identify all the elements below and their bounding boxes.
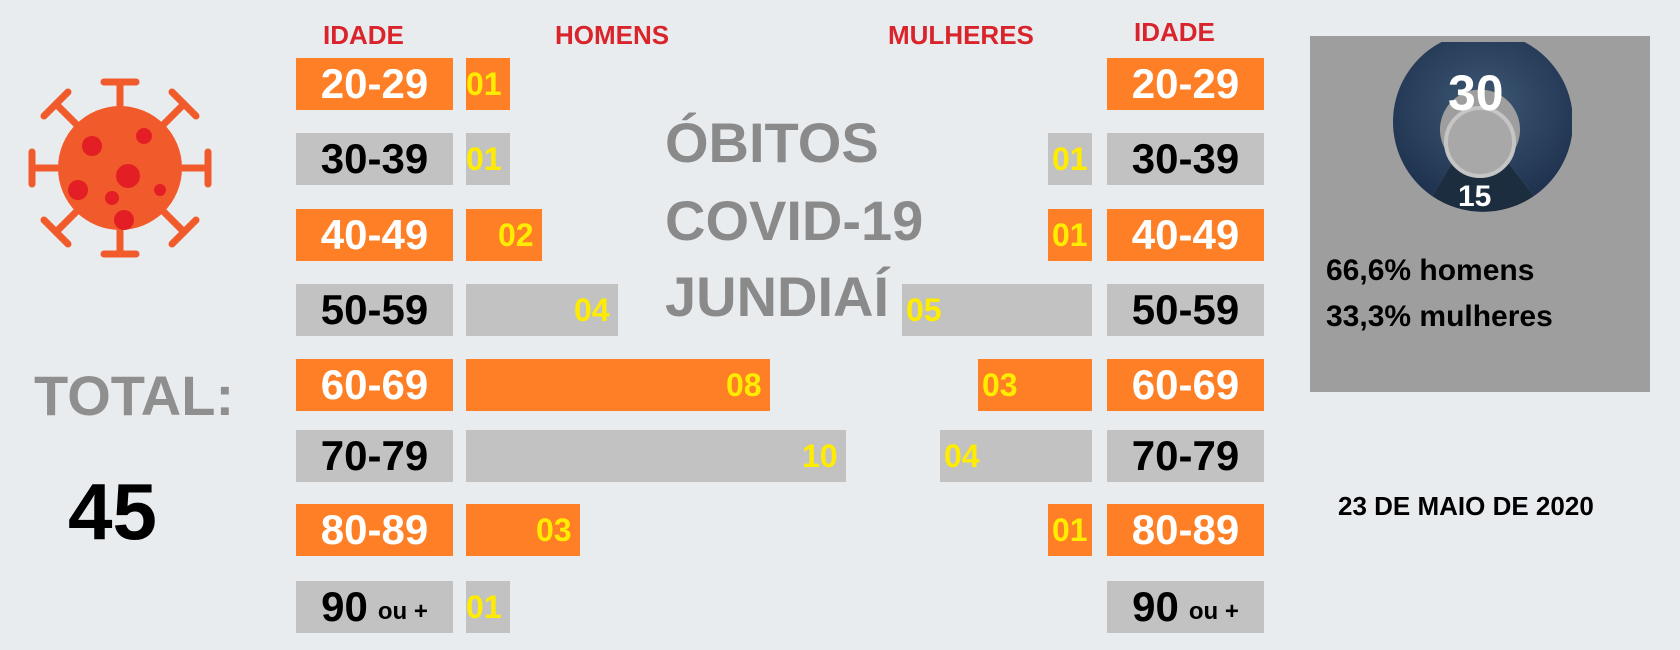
donut-men-segment bbox=[1393, 42, 1572, 196]
age-label-right-0: 20-29 bbox=[1107, 58, 1264, 110]
age-range-text: 50-59 bbox=[320, 286, 429, 333]
age-label-left-1: 30-39 bbox=[296, 133, 453, 185]
age-range-text: 20-29 bbox=[320, 60, 429, 107]
pct-men: 66,6% homens bbox=[1326, 254, 1535, 287]
age-label-left-4: 60-69 bbox=[296, 359, 453, 411]
age-range-text: 40-49 bbox=[320, 211, 429, 258]
summary-panel: 30 15 66,6% homens 33,3% mulheres bbox=[1310, 36, 1650, 392]
title-line-2: COVID-19 bbox=[665, 189, 924, 252]
age-label-left-3: 50-59 bbox=[296, 284, 453, 336]
age-range-suffix: ou + bbox=[377, 598, 428, 625]
age-label-right-6: 80-89 bbox=[1107, 504, 1264, 556]
age-range-text: 90 bbox=[1132, 583, 1179, 630]
men-bar-1 bbox=[466, 133, 510, 185]
header-homens: HOMENS bbox=[555, 20, 670, 50]
men-value-label-0: 01 bbox=[466, 65, 502, 102]
age-label-left-6: 80-89 bbox=[296, 504, 453, 556]
women-bar-2 bbox=[1048, 209, 1092, 261]
age-label-left-0: 20-29 bbox=[296, 58, 453, 110]
age-label-right-1: 30-39 bbox=[1107, 133, 1264, 185]
coronavirus-icon bbox=[28, 78, 212, 258]
age-range-text: 60-69 bbox=[1131, 361, 1240, 408]
donut-women-segment bbox=[1432, 160, 1534, 212]
age-range-text: 30-39 bbox=[1131, 135, 1240, 182]
pct-women: 33,3% mulheres bbox=[1326, 300, 1553, 333]
women-bar-3 bbox=[902, 284, 1092, 336]
women-value-label-4: 03 bbox=[982, 366, 1018, 403]
age-label-right-7: 90 ou + bbox=[1107, 581, 1264, 633]
age-range-text: 90 bbox=[321, 583, 368, 630]
age-range-text: 70-79 bbox=[320, 432, 429, 479]
title-line-1: ÓBITOS bbox=[665, 111, 879, 174]
age-label-right-5: 70-79 bbox=[1107, 430, 1264, 482]
header-idade-right: IDADE bbox=[1134, 17, 1215, 47]
men-bar-3 bbox=[466, 284, 618, 336]
women-value-label-5: 04 bbox=[944, 437, 980, 474]
age-range-text: 20-29 bbox=[1131, 60, 1240, 107]
women-value-label-3: 05 bbox=[906, 291, 942, 328]
men-bar-4 bbox=[466, 359, 770, 411]
date-label: 23 DE MAIO DE 2020 bbox=[1338, 491, 1594, 521]
women-bar-5 bbox=[940, 430, 1092, 482]
men-value-label-4: 08 bbox=[726, 366, 762, 403]
age-label-right-2: 40-49 bbox=[1107, 209, 1264, 261]
age-label-right-4: 60-69 bbox=[1107, 359, 1264, 411]
men-value-label-5: 10 bbox=[802, 437, 838, 474]
men-value-label-2: 02 bbox=[498, 216, 534, 253]
age-label-left-7: 90 ou + bbox=[296, 581, 453, 633]
men-value-label-7: 01 bbox=[466, 588, 502, 625]
donut-men-total: 30 bbox=[1448, 65, 1504, 121]
total-value: 45 bbox=[68, 467, 157, 556]
title-line-3: JUNDIAÍ bbox=[665, 265, 890, 328]
men-bar-7 bbox=[466, 581, 510, 633]
men-value-label-3: 04 bbox=[574, 291, 610, 328]
women-value-label-6: 01 bbox=[1052, 511, 1088, 548]
women-bar-6 bbox=[1048, 504, 1092, 556]
age-range-text: 70-79 bbox=[1131, 432, 1240, 479]
age-range-text: 80-89 bbox=[320, 506, 429, 553]
age-range-text: 60-69 bbox=[320, 361, 429, 408]
total-label: TOTAL: bbox=[34, 364, 235, 427]
men-bar-5 bbox=[466, 430, 846, 482]
age-range-text: 80-89 bbox=[1131, 506, 1240, 553]
men-bar-2 bbox=[466, 209, 542, 261]
age-range-text: 40-49 bbox=[1131, 211, 1240, 258]
age-range-text: 50-59 bbox=[1131, 286, 1240, 333]
women-value-label-1: 01 bbox=[1052, 140, 1088, 177]
men-value-label-1: 01 bbox=[466, 140, 502, 177]
header-idade-left: IDADE bbox=[323, 20, 404, 50]
men-bar-6 bbox=[466, 504, 580, 556]
age-label-left-5: 70-79 bbox=[296, 430, 453, 482]
donut-chart bbox=[1393, 42, 1572, 212]
women-bar-1 bbox=[1048, 133, 1092, 185]
age-range-suffix: ou + bbox=[1188, 598, 1239, 625]
header-mulheres: MULHERES bbox=[888, 20, 1034, 50]
donut-women-total: 15 bbox=[1458, 180, 1492, 213]
age-label-left-2: 40-49 bbox=[296, 209, 453, 261]
age-label-right-3: 50-59 bbox=[1107, 284, 1264, 336]
men-value-label-6: 03 bbox=[536, 511, 572, 548]
age-range-text: 30-39 bbox=[320, 135, 429, 182]
men-bar-0 bbox=[466, 58, 510, 110]
women-value-label-2: 01 bbox=[1052, 216, 1088, 253]
women-bar-4 bbox=[978, 359, 1092, 411]
